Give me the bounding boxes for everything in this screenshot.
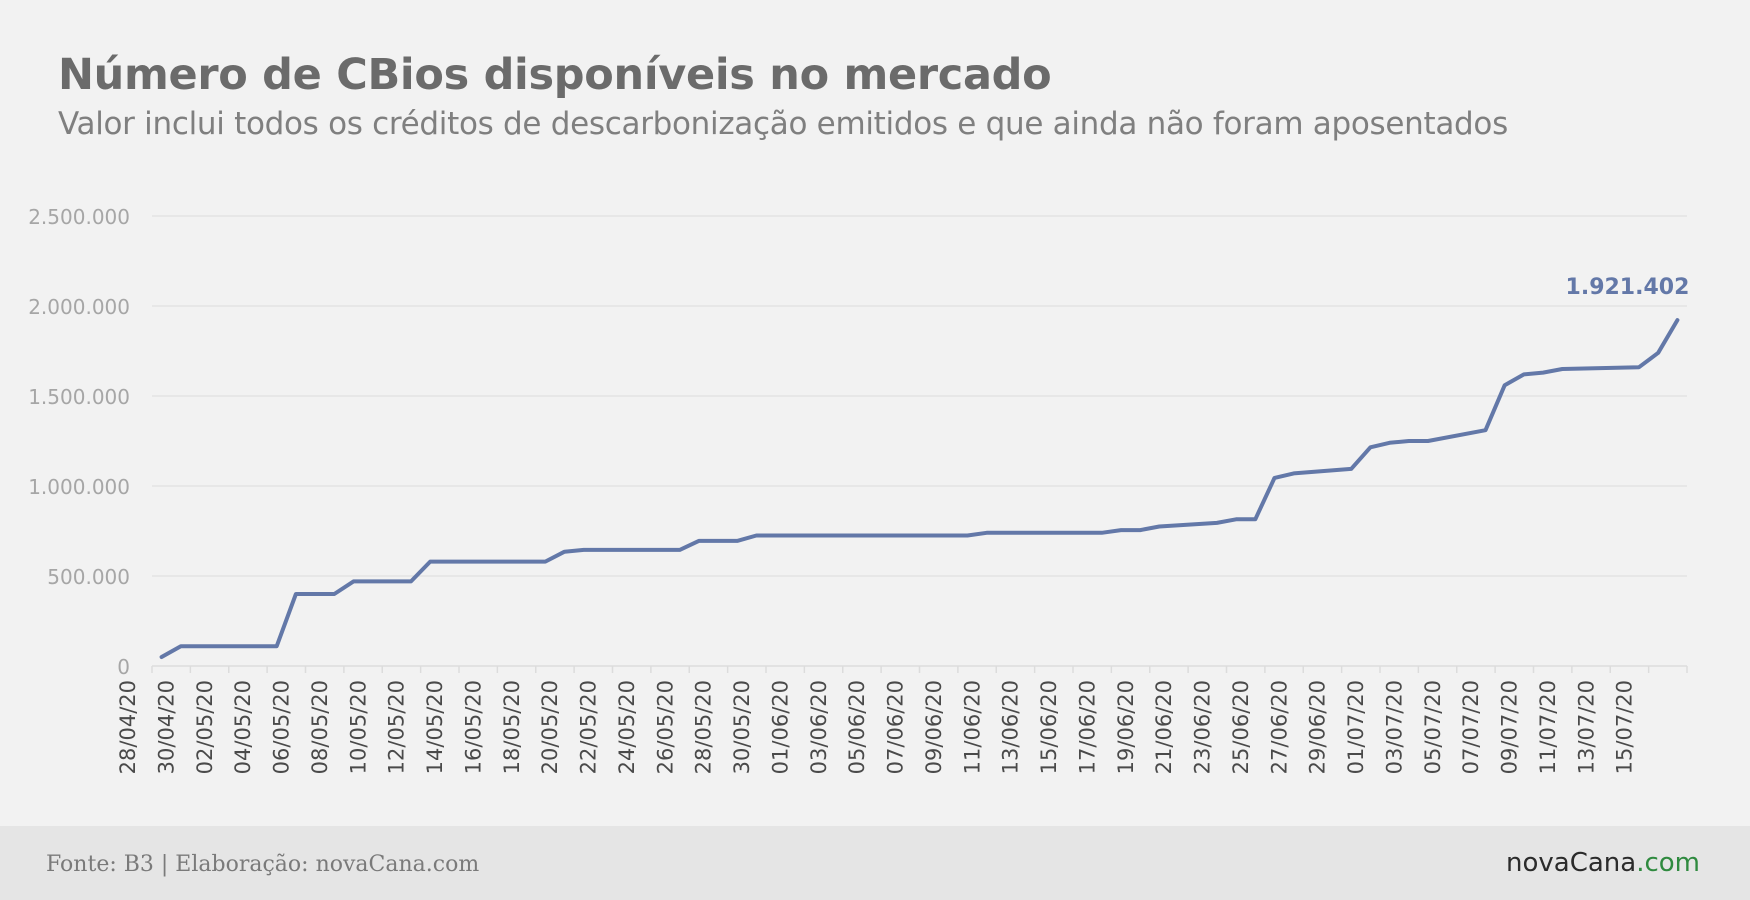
x-tick-label: 07/07/20 <box>1459 680 1483 774</box>
x-tick-label: 06/05/20 <box>270 680 294 774</box>
x-tick-label: 27/06/20 <box>1267 680 1291 774</box>
source-credit: Fonte: B3 | Elaboração: novaCana.com <box>46 852 480 877</box>
x-tick-label: 13/06/20 <box>999 680 1023 774</box>
x-tick-label: 14/05/20 <box>423 680 447 774</box>
x-tick-label: 22/05/20 <box>577 680 601 774</box>
x-tick-label: 01/07/20 <box>1344 680 1368 774</box>
x-tick-label: 02/05/20 <box>193 680 217 774</box>
x-tick-label: 15/07/20 <box>1613 680 1637 774</box>
x-tick-label: 19/06/20 <box>1114 680 1138 774</box>
brand-domain: .com <box>1636 848 1700 878</box>
x-tick-label: 13/07/20 <box>1574 680 1598 774</box>
y-axis-labels: 0 500.000 1.000.000 1.500.000 2.000.000 2.500… <box>28 205 130 679</box>
x-tick-label: 08/05/20 <box>308 680 332 774</box>
x-tick-label: 16/05/20 <box>461 680 485 774</box>
x-tick-label: 05/06/20 <box>845 680 869 774</box>
x-tick-label: 05/07/20 <box>1421 680 1445 774</box>
x-tick-label: 18/05/20 <box>500 680 524 774</box>
chart-subtitle: Valor inclui todos os créditos de descar… <box>58 106 1508 142</box>
x-tick-label: 03/07/20 <box>1382 680 1406 774</box>
footer-bar: Fonte: B3 | Elaboração: novaCana.com nov… <box>0 826 1750 900</box>
x-tick-label: 12/05/20 <box>385 680 409 774</box>
x-tick-label: 04/05/20 <box>231 680 255 774</box>
x-tick-label: 10/05/20 <box>346 680 370 774</box>
brand-logo: novaCana.com <box>1506 848 1700 878</box>
x-tick-label: 09/07/20 <box>1498 680 1522 774</box>
data-label: 1.921.402 <box>1566 275 1690 300</box>
x-tick-label: 09/06/20 <box>922 680 946 774</box>
x-tick-label: 17/06/20 <box>1075 680 1099 774</box>
y-tick-label: 0 <box>117 655 130 679</box>
x-tick-label: 30/05/20 <box>730 680 754 774</box>
x-tick-label: 15/06/20 <box>1037 680 1061 774</box>
x-tick-label: 24/05/20 <box>615 680 639 774</box>
series-line <box>159 318 1680 659</box>
x-tick-label: 11/07/20 <box>1536 680 1560 774</box>
x-tick-label: 28/04/20 <box>116 680 140 774</box>
x-tick-label: 23/06/20 <box>1191 680 1215 774</box>
x-tick-label: 01/06/20 <box>768 680 792 774</box>
x-tick-label: 28/05/20 <box>692 680 716 774</box>
x-tick-label: 20/05/20 <box>538 680 562 774</box>
series-layer <box>159 318 1680 659</box>
brand-name: novaCana <box>1506 848 1637 878</box>
x-axis: 28/04/20 30/04/20 02/05/20 04/05/20 06/05/20… <box>116 665 1688 774</box>
x-tick-label: 11/06/20 <box>960 680 984 774</box>
y-tick-label: 500.000 <box>47 565 130 589</box>
x-tick-label: 25/06/20 <box>1229 680 1253 774</box>
x-tick-label: 07/06/20 <box>884 680 908 774</box>
y-tick-label: 2.000.000 <box>28 295 130 319</box>
y-tick-label: 1.500.000 <box>28 385 130 409</box>
x-tick-label: 21/06/20 <box>1152 680 1176 774</box>
line-chart: 0 500.000 1.000.000 1.500.000 2.000.000 2.500… <box>28 205 1690 774</box>
y-tick-label: 2.500.000 <box>28 205 130 229</box>
x-tick-label: 03/06/20 <box>807 680 831 774</box>
x-tick-label: 26/05/20 <box>653 680 677 774</box>
chart-title: Número de CBios disponíveis no mercado <box>58 50 1052 100</box>
y-tick-label: 1.000.000 <box>28 475 130 499</box>
x-tick-label: 30/04/20 <box>154 680 178 774</box>
grid-lines <box>152 215 1687 577</box>
annotations: 1.921.402 <box>1566 275 1690 300</box>
x-tick-label: 29/06/20 <box>1306 680 1330 774</box>
